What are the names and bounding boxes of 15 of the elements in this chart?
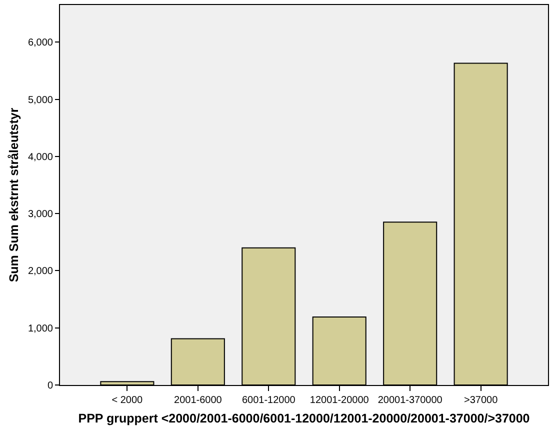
x-tick-label: >37000: [464, 395, 498, 406]
y-tick-label: 2,000: [28, 266, 54, 278]
x-tick-label: 6001-12000: [242, 395, 296, 406]
x-tick-label: 2001-6000: [174, 395, 222, 406]
y-tick-label: 4,000: [28, 152, 54, 163]
y-tick-label: 3,000: [28, 209, 54, 220]
y-tick-label: 0: [47, 380, 54, 392]
x-tick-label: 20001-370000: [378, 395, 443, 406]
y-tick-label: 5,000: [28, 94, 54, 106]
y-axis-title: Sum Sum ekstrnt stråleutstyr: [7, 108, 22, 282]
x-tick-label: 12001-20000: [310, 395, 370, 406]
x-tick-label: < 2000: [112, 395, 144, 406]
y-tick-label: 1,000: [28, 323, 54, 334]
x-axis-title: PPP gruppert <2000/2001-6000/6001-12000/12001-20000/20001-37000/>37000: [78, 411, 530, 426]
y-tick-label: 6,000: [28, 38, 54, 49]
